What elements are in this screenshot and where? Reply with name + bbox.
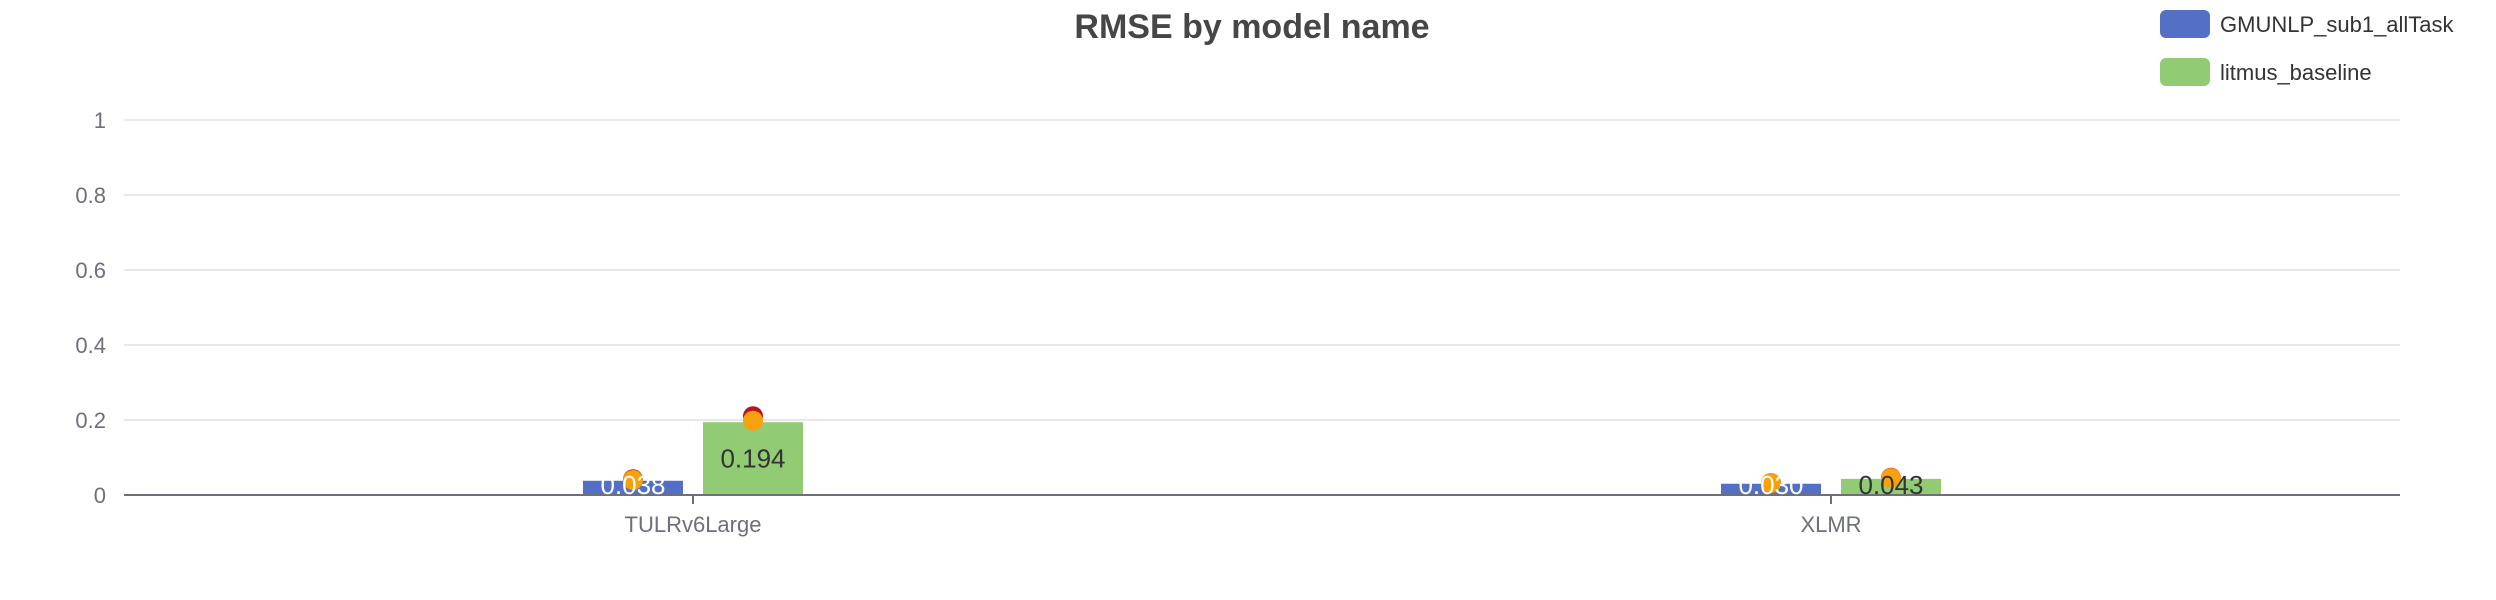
markers [623,406,1901,493]
bar-data-label: 0.194 [720,444,785,474]
point-marker [1881,468,1901,489]
y-tick-label: 0.8 [75,183,106,208]
point-marker [743,410,763,431]
y-tick-label: 0.6 [75,258,106,283]
bar-data-label: 0.030 [1738,470,1803,500]
data-labels: 0.038 0.194 0.030 0.043 [600,444,1923,500]
legend-swatch-series-2 [2160,58,2210,86]
legend-swatch-series-1 [2160,10,2210,38]
y-tick-label: 0.4 [75,333,106,358]
bar-data-label: 0.043 [1858,470,1923,500]
legend-label-series-2: litmus_baseline [2220,60,2372,85]
grid [124,119,2400,421]
point-marker [623,470,643,490]
legend-label-series-1: GMUNLP_sub1_allTask [2220,12,2455,37]
point-marker [1761,473,1781,493]
bars [583,422,1941,495]
bar-data-label: 0.038 [600,470,665,500]
x-tick-label: XLMR [1800,512,1861,537]
legend[interactable]: GMUNLP_sub1_allTask litmus_baseline [2160,10,2455,86]
y-tick-label: 0 [94,483,106,508]
x-tick-label: TULRv6Large [625,512,762,537]
chart-title: RMSE by model name [1074,8,1429,46]
y-tick-label: 0.2 [75,408,106,433]
legend-item-series-2[interactable]: litmus_baseline [2160,58,2372,86]
x-axis-ticks: TULRv6Large XLMR [625,495,1862,537]
legend-item-series-1[interactable]: GMUNLP_sub1_allTask [2160,10,2455,38]
y-axis-ticks: 0 0.2 0.4 0.6 0.8 1 [75,108,106,508]
bar[interactable] [703,422,803,495]
y-tick-label: 1 [94,108,106,133]
